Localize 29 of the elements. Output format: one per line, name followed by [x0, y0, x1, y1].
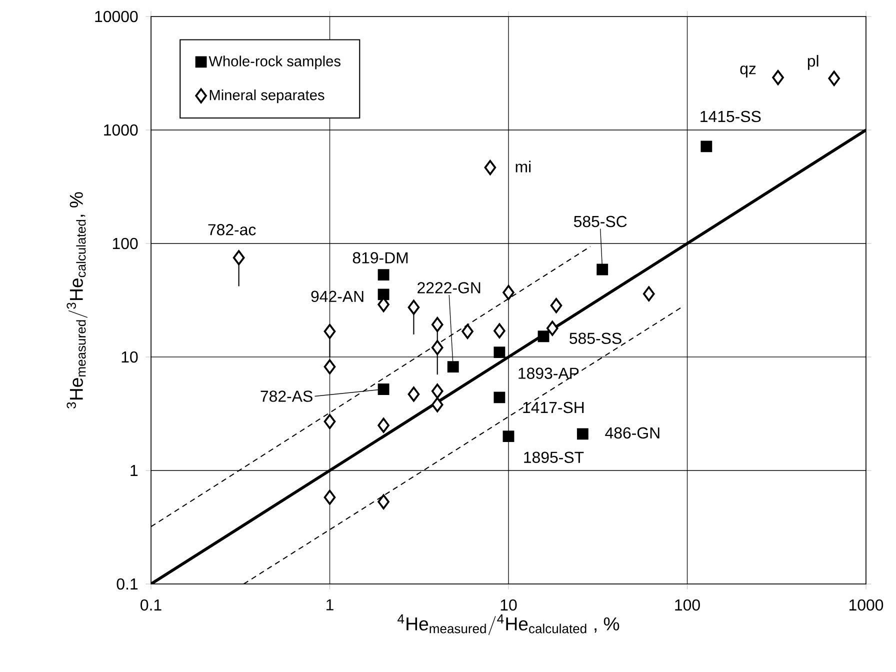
y-tick-label: 10 [122, 351, 138, 363]
y-tick-label: 0.1 [116, 578, 138, 590]
annotation: 782-ac [208, 224, 256, 236]
annotation: pl [808, 54, 818, 70]
annotation: 585-SS [570, 332, 622, 344]
x-tick-label: 10 [500, 599, 517, 611]
annotation: 1893-AP [518, 368, 579, 379]
x-tick-label: 1 [326, 599, 334, 610]
annotation: 2222-GN [418, 282, 480, 294]
annotation: 585-SC [574, 216, 627, 228]
y-tick-label: 1000 [104, 124, 138, 136]
legend-label: Mineral separates [210, 90, 324, 104]
annotation: qz [740, 66, 756, 78]
annotation: 1895-ST [524, 452, 584, 463]
annotation: 1417-SH [523, 402, 584, 414]
y-tick-label: 1 [130, 465, 138, 476]
y-tick-label: 100 [112, 238, 138, 250]
y-axis-title: ${}^{\text{3}}\text{He}_{\text{measured}}/{}^{\text{3}}\text{He}_{\text{calculated}}\text{, \%}$ [66, 192, 88, 408]
annotation: 486-GN [605, 427, 660, 439]
y-tick-label: 10000 [95, 10, 138, 22]
annotation: 1415-SS [700, 110, 761, 122]
annotation: 819-DM [352, 252, 408, 264]
x-tick-label: 1000 [849, 599, 884, 611]
annotation: mi [516, 160, 531, 172]
x-tick-label: 100 [675, 599, 700, 611]
x-axis-title: ${}^{\text{4}}\text{He}_{\text{measured}}/{}^{\text{4}}\text{He}_{\text{calculated}}\text{ , \%}$ [397, 614, 620, 636]
annotation: 782-AS [260, 390, 312, 402]
x-tick-label: 0.1 [140, 599, 162, 611]
legend-label: Whole-rock samples [208, 56, 340, 70]
